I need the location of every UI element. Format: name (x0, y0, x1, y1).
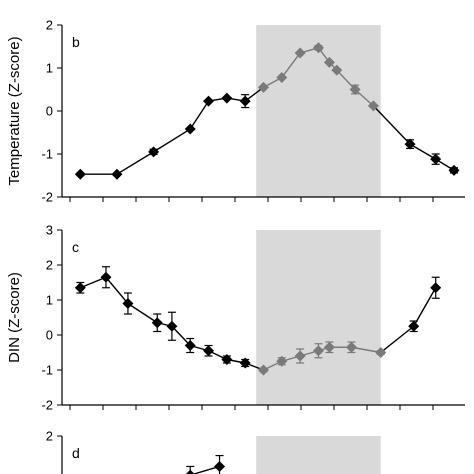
data-point-b (221, 92, 233, 104)
series-segment-c (351, 346, 381, 354)
panel-letter-b: b (72, 34, 80, 50)
y-tick-label-d: 2 (46, 429, 53, 444)
data-point-b (239, 95, 251, 107)
y-tick-label-c: 0 (46, 328, 53, 343)
data-point-c (74, 282, 86, 294)
series-segment-b (354, 88, 374, 107)
shaded-region-c (256, 230, 381, 405)
data-point-b (404, 138, 416, 150)
y-tick-label-b: 1 (46, 61, 53, 76)
series-segment-d (191, 465, 220, 474)
data-point-b (294, 47, 306, 59)
y-tick-label-b: 0 (46, 104, 53, 119)
data-point-c (203, 345, 215, 357)
y-axis-label-b: Temperature (Z-score) (6, 36, 23, 185)
data-point-b (203, 95, 215, 107)
y-tick-label-b: -2 (41, 190, 53, 205)
series-segment-c (105, 276, 129, 304)
data-point-c (276, 355, 288, 367)
data-point-b (184, 123, 196, 135)
data-point-c (258, 364, 269, 376)
data-point-c (294, 350, 306, 362)
data-point-c (312, 345, 324, 357)
data-point-b (349, 84, 361, 95)
panel-letter-c: c (72, 239, 79, 255)
y-tick-label-c: -1 (41, 363, 53, 378)
data-point-b (448, 164, 460, 176)
data-point-c (345, 341, 357, 353)
data-point-c (184, 340, 196, 351)
panel-letter-d: d (72, 445, 80, 461)
data-point-d (185, 469, 195, 474)
series-segment-b (336, 69, 356, 90)
data-point-c (239, 357, 251, 369)
data-point-b (331, 64, 343, 76)
data-point-c (408, 320, 420, 332)
y-tick-label-c: 2 (46, 258, 53, 273)
series-segment-b (189, 100, 210, 130)
data-point-c (166, 320, 178, 332)
data-point-b (111, 168, 123, 180)
y-tick-label-c: 1 (46, 293, 53, 308)
series-segment-b (372, 105, 411, 145)
series-segment-b (116, 151, 154, 175)
series-segment-c (127, 302, 158, 324)
y-tick-label-b: 2 (46, 18, 53, 33)
data-point-c (430, 282, 442, 294)
data-point-c (122, 298, 134, 309)
series-segment-c (380, 325, 415, 354)
data-point-b (430, 153, 442, 165)
series-segment-c (171, 325, 191, 346)
data-point-c (100, 271, 112, 283)
data-point-b (323, 56, 335, 68)
data-point-b (74, 168, 86, 180)
shaded-region-d (256, 436, 381, 474)
data-point-c (323, 341, 335, 353)
shaded-region-b (256, 25, 381, 197)
y-tick-label-c: 3 (46, 223, 53, 238)
data-point-b (148, 146, 160, 158)
data-point-b (312, 42, 324, 54)
data-point-c (151, 317, 163, 329)
data-point-c (221, 354, 233, 365)
data-point-b (258, 81, 269, 93)
data-point-b (367, 100, 379, 112)
series-segment-c (80, 276, 107, 289)
series-segment-b (153, 128, 191, 153)
series-segment-b (409, 143, 437, 160)
y-axis-label-c: DIN (Z-score) (6, 272, 23, 363)
y-tick-label-b: -1 (41, 147, 53, 162)
y-tick-label-c: -2 (41, 398, 53, 413)
data-point-c (375, 347, 387, 358)
data-point-b (276, 71, 288, 83)
data-point-d (214, 460, 226, 472)
series-segment-c (413, 287, 437, 327)
series-segment-b (281, 52, 301, 78)
